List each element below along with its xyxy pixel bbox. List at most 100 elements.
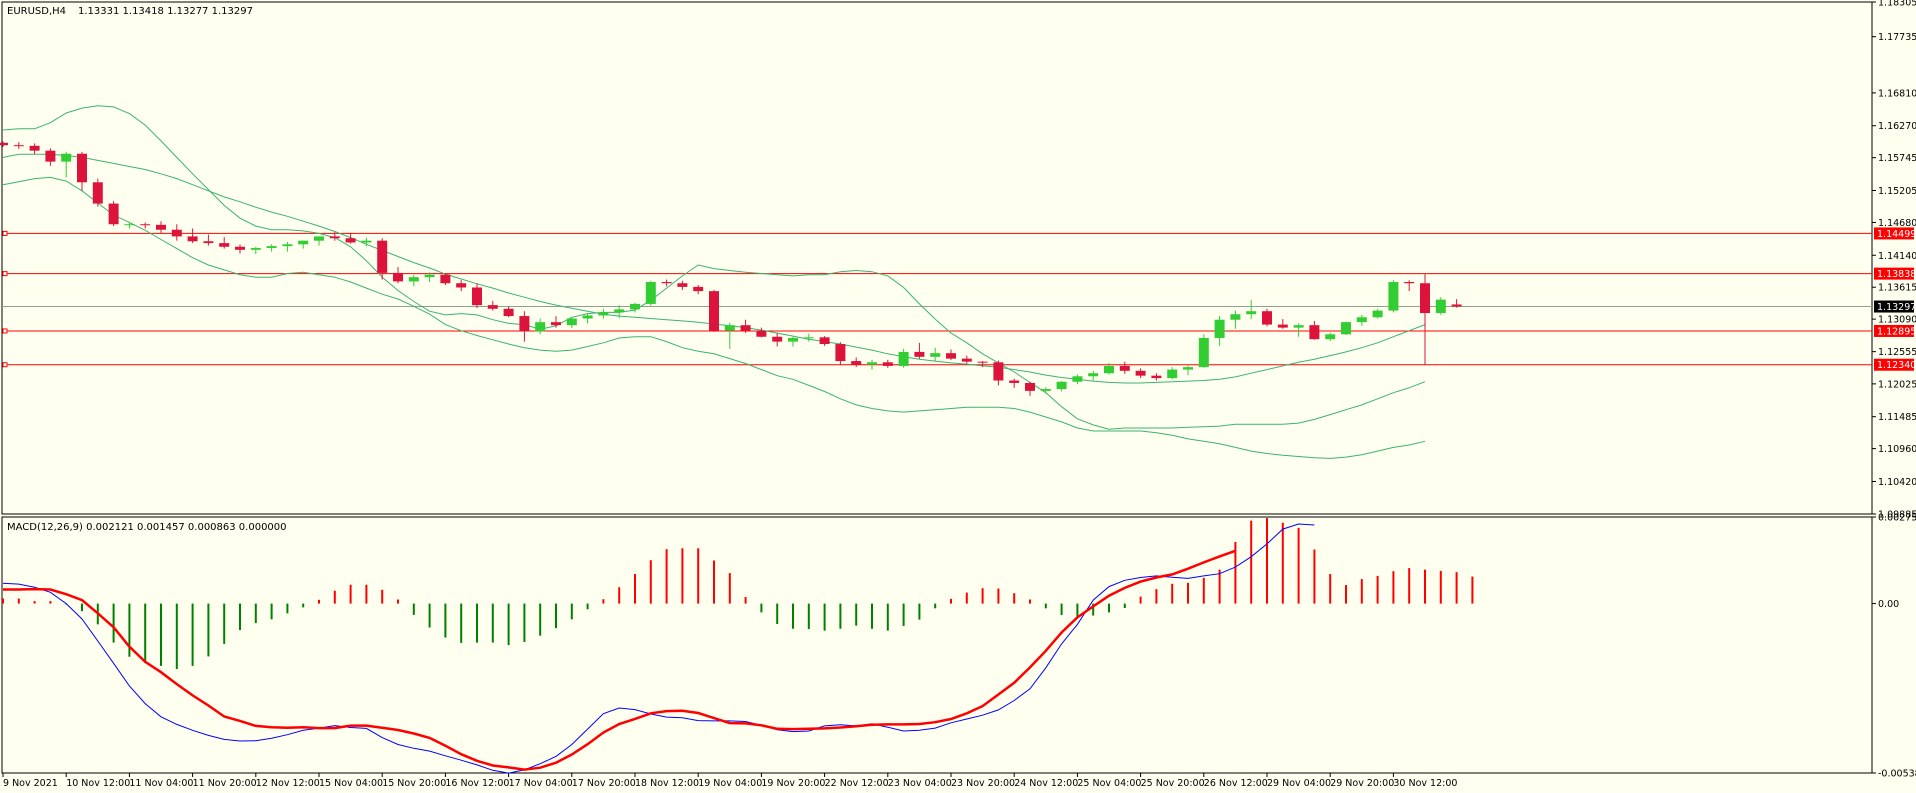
price-axis: 1.18305 1.17735 1.16810 1.16270 1.15745 1.152…	[1872, 0, 1916, 521]
candle-body	[551, 322, 561, 326]
candle-body	[961, 358, 972, 362]
level-price-text: 1.14499	[1877, 229, 1916, 240]
time-tick-label: 15 Nov 04:00	[319, 778, 383, 789]
bearish-candle	[440, 272, 451, 286]
macd-tick-label: -0.005387	[1878, 769, 1916, 780]
time-tick-label: 23 Nov 04:00	[888, 778, 952, 789]
candle-body	[393, 272, 403, 282]
bearish-candle	[203, 234, 214, 246]
price-tick-label: 1.17735	[1878, 32, 1916, 43]
bearish-candle	[551, 316, 561, 328]
candle-body	[693, 286, 704, 292]
bearish-candle	[235, 244, 245, 254]
candle-body	[456, 283, 467, 288]
candle-body	[803, 337, 814, 339]
candle-body	[1072, 376, 1083, 382]
bullish-candle	[582, 313, 593, 324]
candle-body	[124, 224, 135, 226]
bearish-candle	[772, 333, 783, 347]
candle-body	[487, 305, 498, 309]
level-labels: 1.14499 1.13838 1.12895 1.12340 1.13297	[1874, 227, 1916, 371]
candle-body	[92, 182, 103, 204]
bullish-candle	[724, 322, 735, 349]
candle-body	[1119, 365, 1130, 371]
bearish-candle	[503, 306, 514, 318]
time-tick-label: 19 Nov 04:00	[698, 778, 762, 789]
bullish-candle	[361, 237, 372, 247]
candle-body	[108, 203, 119, 225]
bearish-candle	[456, 280, 467, 292]
candle-body	[724, 325, 735, 331]
candle-body	[977, 361, 988, 363]
candle-body	[1088, 373, 1099, 377]
price-tick-label: 1.12555	[1878, 347, 1916, 358]
candle-body	[61, 153, 72, 162]
candle-body	[171, 229, 182, 237]
candle-body	[140, 224, 151, 226]
bearish-candle	[1009, 378, 1020, 388]
bullish-candle	[1293, 323, 1304, 337]
candle-body	[661, 282, 672, 284]
bullish-candle	[61, 151, 72, 178]
candle-body	[1025, 382, 1035, 391]
macd-axis: 0.002754 0.00 -0.005387	[1872, 513, 1916, 780]
candle-body	[1135, 370, 1146, 376]
macd-signal-line	[3, 549, 1236, 771]
candle-body	[677, 283, 688, 287]
candle-body	[788, 337, 798, 342]
bullish-candle	[1040, 387, 1051, 394]
candle-body	[1309, 325, 1320, 340]
price-tick-label: 1.13090	[1878, 315, 1916, 326]
level-price-tag	[1874, 324, 1914, 337]
candle-body	[851, 361, 862, 365]
candle-body	[187, 236, 198, 242]
candle-body	[45, 150, 56, 162]
price-pane[interactable]: 1.18305 1.17735 1.16810 1.16270 1.15745 1.152…	[0, 0, 1916, 521]
candle-body	[1420, 283, 1430, 314]
bullish-candle	[1356, 314, 1367, 326]
time-tick-label: 23 Nov 20:00	[951, 778, 1015, 789]
bullish-candle	[124, 222, 135, 229]
bearish-candle	[1420, 274, 1430, 365]
bullish-candle	[630, 302, 640, 313]
candle-body	[77, 153, 87, 183]
bearish-candle	[740, 319, 751, 334]
time-tick-label: 29 Nov 20:00	[1330, 778, 1394, 789]
bearish-candle	[377, 238, 388, 280]
candle-body	[630, 303, 640, 310]
time-tick-label: 16 Nov 12:00	[445, 778, 509, 789]
bearish-candle	[946, 349, 956, 360]
candle-body	[408, 277, 419, 282]
candle-body	[503, 308, 514, 317]
candle-body	[424, 274, 435, 278]
level-price-text: 1.13838	[1877, 269, 1916, 280]
bullish-candle	[1088, 370, 1099, 381]
candle-body	[1293, 325, 1304, 328]
candle-body	[345, 238, 356, 243]
macd-pane[interactable]: 0.002754 0.00 -0.005387 MACD(12,26,9) 0.00…	[1, 513, 1916, 780]
candle-body	[1214, 319, 1225, 338]
bearish-candle	[156, 221, 166, 234]
bearish-candle	[1309, 320, 1320, 340]
time-tick-label: 19 Nov 20:00	[761, 778, 825, 789]
bullish-candle	[1072, 374, 1083, 385]
bearish-candle	[961, 355, 972, 364]
bid-price-text: 1.13297	[1877, 302, 1916, 313]
bearish-candle	[1025, 381, 1035, 396]
bullish-candle	[1214, 316, 1225, 346]
bullish-candle	[408, 274, 419, 287]
bearish-candle	[171, 224, 182, 241]
time-tick-label: 26 Nov 12:00	[1204, 778, 1268, 789]
candles	[0, 141, 1462, 396]
ohlc-readout: 1.13331 1.13418 1.13277 1.13297	[78, 6, 253, 17]
level-price-tag	[1874, 358, 1914, 371]
bearish-candle	[1277, 319, 1288, 329]
candle-body	[1435, 299, 1446, 314]
candle-body	[298, 240, 309, 245]
price-tick-label: 1.10960	[1878, 444, 1916, 455]
symbol-title: EURUSD,H4	[7, 6, 66, 17]
bearish-candle	[819, 336, 830, 346]
candle-body	[250, 247, 261, 250]
candle-body	[440, 274, 451, 284]
time-tick-label: 17 Nov 20:00	[572, 778, 636, 789]
